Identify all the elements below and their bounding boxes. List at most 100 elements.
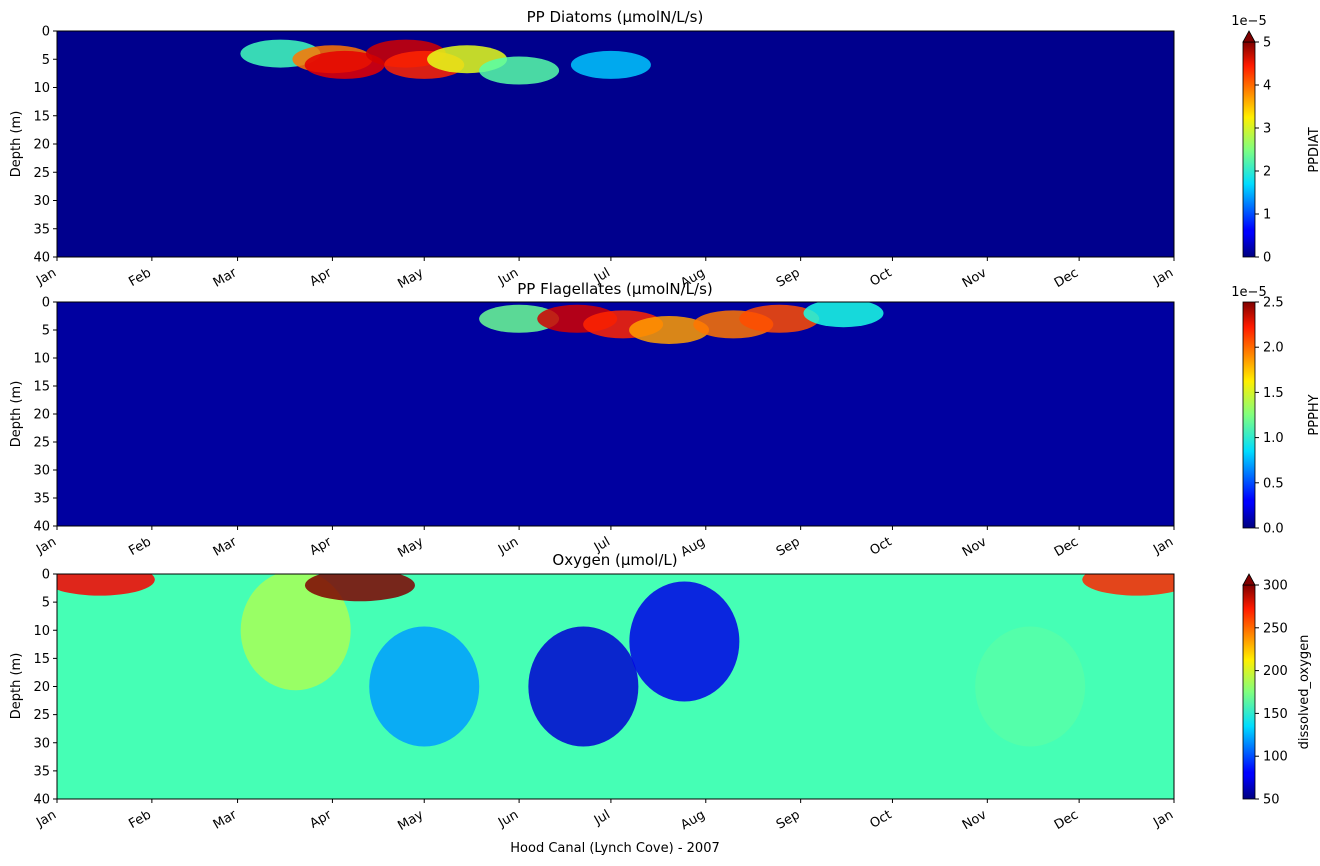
x-tick-label: Oct xyxy=(867,265,894,289)
x-tick-label: Sep xyxy=(774,265,803,290)
x-tick-label: Dec xyxy=(1052,807,1081,833)
colorbar-label: PPPHY xyxy=(1307,394,1320,435)
y-tick-label: 35 xyxy=(33,492,50,507)
colorbar-tick-label: 0.0 xyxy=(1263,522,1284,537)
heatmap-feature xyxy=(975,626,1086,747)
x-tick-label: Jan xyxy=(33,534,59,558)
colorbar-tick-label: 300 xyxy=(1263,579,1288,594)
colorbar-tick-label: 0 xyxy=(1263,251,1271,266)
x-axis-ticks: Jan Feb Mar Apr May Jun Jul Aug Sep Oct Nov Dec Jan xyxy=(33,257,1176,292)
y-tick-label: 5 xyxy=(42,324,50,339)
colorbar-ticks: 0 1 2 3 4 5 xyxy=(1255,36,1271,266)
y-tick-label: 20 xyxy=(33,408,50,423)
x-tick-label: Jan xyxy=(1150,265,1176,289)
x-tick-label: May xyxy=(395,265,426,292)
colorbar-tick-label: 2.0 xyxy=(1263,341,1284,356)
y-tick-label: 40 xyxy=(33,251,50,266)
x-tick-label: Jan xyxy=(1150,807,1176,831)
panel-diatoms: PP Diatoms (μmolN/L/s) 0510152025303540 … xyxy=(9,8,1320,292)
x-tick-label: Oct xyxy=(867,534,894,558)
heatmap-feature xyxy=(739,304,820,333)
heatmap-feature xyxy=(629,316,710,344)
heatmap-feature xyxy=(528,626,639,747)
heatmap-feature xyxy=(479,304,560,333)
heatmap-feature xyxy=(57,574,155,596)
x-tick-label: May xyxy=(395,807,426,834)
y-tick-label: 35 xyxy=(33,764,50,779)
colorbar-scale-label: 1e−5 xyxy=(1231,14,1266,29)
colorbar-ticks: 50 100 150 200 250 300 xyxy=(1255,579,1288,808)
colorbar-ticks: 0.0 0.5 1.0 1.5 2.0 2.5 xyxy=(1255,296,1284,537)
y-tick-label: 20 xyxy=(33,138,50,153)
heatmap-feature xyxy=(629,581,740,702)
colorbar-scale-label: 1e−5 xyxy=(1231,285,1266,300)
x-tick-label: Sep xyxy=(774,807,803,832)
colorbar-label: dissolved_oxygen xyxy=(1297,635,1312,750)
y-tick-label: 5 xyxy=(42,596,50,611)
x-tick-label: Apr xyxy=(307,534,335,559)
heatmap-features xyxy=(57,574,1174,747)
x-tick-label: Dec xyxy=(1052,534,1081,560)
y-tick-label: 0 xyxy=(42,25,50,40)
colorbar-label: PPDIAT xyxy=(1307,127,1320,172)
y-tick-label: 40 xyxy=(33,793,50,808)
colorbar-extend-arrow xyxy=(1242,573,1256,586)
heatmap-feature xyxy=(240,574,351,691)
y-tick-label: 40 xyxy=(33,520,50,535)
panel-title: PP Flagellates (μmolN/L/s) xyxy=(517,280,713,298)
x-tick-label: Jan xyxy=(1150,534,1176,558)
colorbar-gradient xyxy=(1242,41,1256,258)
colorbar-tick-label: 5 xyxy=(1263,36,1271,51)
colorbar-gradient xyxy=(1242,301,1256,529)
colorbar-extend-arrow xyxy=(1242,30,1256,43)
y-tick-label: 10 xyxy=(33,624,50,639)
colorbar-tick-label: 50 xyxy=(1263,793,1280,808)
heatmap-feature xyxy=(479,56,560,85)
y-tick-label: 15 xyxy=(33,652,50,667)
x-tick-label: Dec xyxy=(1052,265,1081,291)
x-tick-label: Jan xyxy=(33,265,59,289)
heatmap-feature xyxy=(570,50,651,79)
x-tick-label: Apr xyxy=(307,265,335,290)
y-tick-label: 15 xyxy=(33,109,50,124)
heatmap-feature xyxy=(369,626,480,747)
panel-flagellates: PP Flagellates (μmolN/L/s) 0 5 10 15 20 25 30 3… xyxy=(9,280,1320,561)
panel-oxygen: Oxygen (μmol/L) 0 5 10 15 20 25 30 35 40 Depth (… xyxy=(9,551,1312,856)
colorbar-tick-label: 200 xyxy=(1263,664,1288,679)
x-tick-label: Nov xyxy=(960,807,990,833)
heatmap-feature xyxy=(1082,574,1174,596)
heatmap-background xyxy=(57,302,1174,526)
x-tick-label: Aug xyxy=(678,534,707,560)
x-tick-label: Jun xyxy=(495,534,521,558)
colorbar-tick-label: 100 xyxy=(1263,750,1288,765)
x-tick-label: Feb xyxy=(126,807,153,832)
colorbar-tick-label: 4 xyxy=(1263,79,1271,94)
y-tick-label: 25 xyxy=(33,436,50,451)
y-tick-label: 30 xyxy=(33,194,50,209)
x-tick-label: Aug xyxy=(678,807,707,833)
x-tick-label: Feb xyxy=(126,534,153,559)
colorbar-tick-label: 2 xyxy=(1263,165,1271,180)
y-axis-label: Depth (m) xyxy=(9,653,24,720)
y-axis-label: Depth (m) xyxy=(9,111,24,178)
x-tick-label: Feb xyxy=(126,265,153,290)
y-tick-label: 5 xyxy=(42,53,50,68)
y-axis-ticks: 0 5 10 15 20 25 30 35 40 xyxy=(33,296,57,535)
y-axis-ticks: 0 5 10 15 20 25 30 35 40 xyxy=(33,568,57,808)
colorbar-tick-label: 3 xyxy=(1263,122,1271,137)
heatmap-features xyxy=(479,302,884,344)
heatmap-feature xyxy=(304,574,415,602)
x-tick-label: Oct xyxy=(867,807,894,831)
colorbar-tick-label: 250 xyxy=(1263,621,1288,636)
colorbar-ppphy: 1e−5 0.0 0.5 1.0 1.5 2.0 2.5 PPPHY xyxy=(1231,285,1320,537)
colorbar-ppdiat: 1e−5 0 1 2 3 4 5 PPDIAT xyxy=(1231,14,1320,266)
x-tick-label: Jul xyxy=(591,534,613,555)
heatmap-features xyxy=(240,39,651,85)
x-tick-label: Sep xyxy=(774,534,803,559)
heatmap-feature xyxy=(304,50,385,79)
y-tick-label: 10 xyxy=(33,352,50,367)
y-tick-label: 20 xyxy=(33,680,50,695)
colorbar-dissolved-oxygen: 50 100 150 200 250 300 dissolved_oxygen xyxy=(1242,573,1312,808)
colorbar-tick-label: 1 xyxy=(1263,208,1271,223)
y-tick-label: 25 xyxy=(33,708,50,723)
